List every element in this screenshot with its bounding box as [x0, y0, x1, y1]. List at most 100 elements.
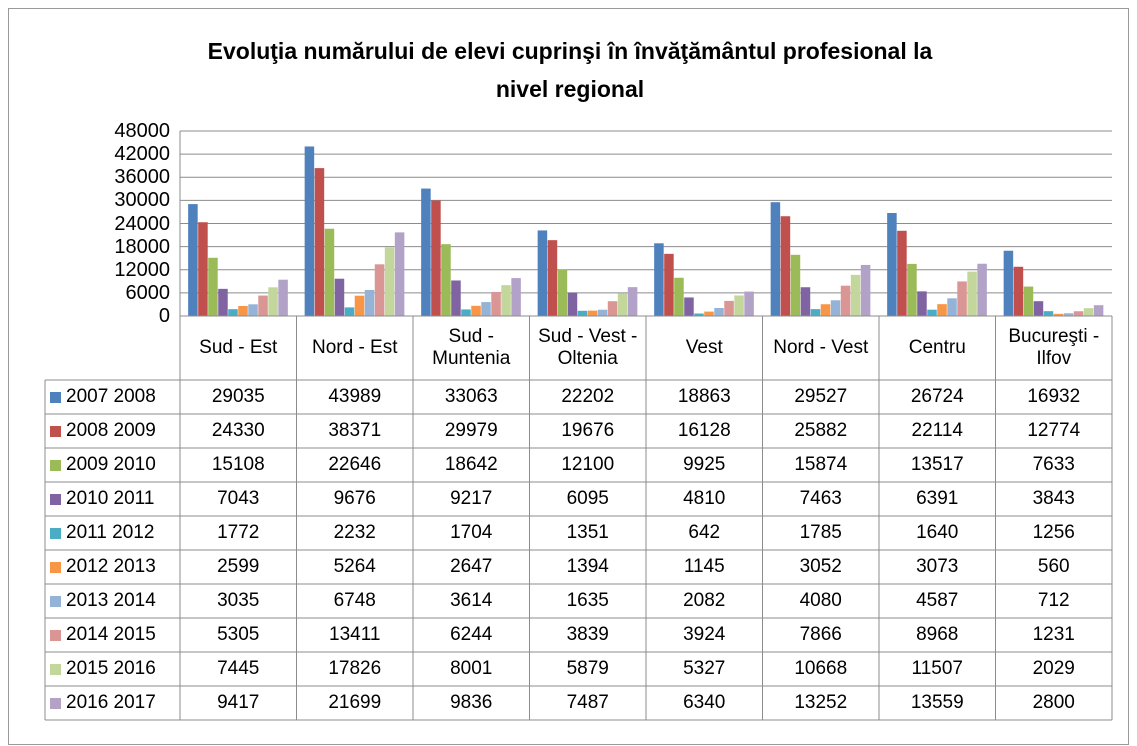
- table-value: 7633: [1032, 454, 1075, 475]
- bar: [1093, 305, 1104, 316]
- legend-key: [50, 663, 61, 675]
- table-value: 2232: [333, 522, 376, 543]
- table-value: 4080: [799, 590, 842, 611]
- table-value: 24330: [211, 420, 265, 441]
- bar: [1063, 313, 1074, 316]
- table-value: 29035: [211, 386, 265, 407]
- bar: [957, 281, 967, 316]
- legend-label: 2016 2017: [66, 692, 156, 713]
- table-value: 12100: [561, 454, 615, 475]
- table-value: 1394: [566, 556, 609, 577]
- table-value: 16932: [1027, 386, 1081, 407]
- table-value: 15874: [794, 454, 848, 475]
- bar: [684, 297, 694, 316]
- legend-label: 2010 2011: [66, 488, 155, 509]
- bar: [228, 309, 238, 316]
- table-value: 3614: [450, 590, 493, 611]
- bar: [1043, 311, 1054, 316]
- table-value: 642: [688, 522, 721, 543]
- table-value: 15108: [211, 454, 265, 475]
- bar: [567, 292, 578, 316]
- bar: [790, 254, 801, 316]
- legend-label: 2009 2010: [66, 454, 156, 475]
- legend-label: 2007 2008: [66, 386, 156, 407]
- bar: [364, 289, 375, 316]
- bar: [188, 204, 198, 316]
- category-label: Bucureşti - Ilfov: [1008, 326, 1100, 369]
- bar: [800, 287, 811, 316]
- table-value: 25882: [794, 420, 848, 441]
- legend-key: [50, 527, 61, 539]
- bar: [511, 278, 521, 316]
- bar: [394, 232, 405, 316]
- bar: [627, 287, 638, 316]
- table-value: 7445: [217, 658, 260, 679]
- table-value: 1231: [1032, 624, 1075, 645]
- table-value: 6095: [566, 488, 609, 509]
- bar: [967, 271, 977, 316]
- table-value: 3924: [683, 624, 726, 645]
- table-value: 17826: [328, 658, 382, 679]
- legend-entry: 2016 2017: [45, 686, 180, 720]
- bar: [830, 300, 841, 316]
- table-value: 18642: [444, 454, 498, 475]
- bar: [421, 188, 431, 316]
- y-tick-label: 0: [158, 305, 170, 327]
- table-value: 13411: [329, 624, 381, 645]
- table-value: 9676: [333, 488, 376, 509]
- bar: [587, 310, 598, 316]
- bar: [577, 310, 588, 316]
- legend-key: [50, 391, 61, 403]
- legend-entry: 2013 2014: [45, 584, 180, 618]
- bar: [887, 213, 897, 316]
- bar: [354, 295, 365, 316]
- table-value: 712: [1037, 590, 1070, 611]
- bar: [557, 269, 568, 316]
- table-value: 7043: [217, 488, 260, 509]
- table-value: 5879: [566, 658, 609, 679]
- legend-entry: 2011 2012: [45, 516, 180, 550]
- bar: [1003, 250, 1014, 316]
- table-value: 9925: [683, 454, 726, 475]
- table-value: 9217: [450, 488, 493, 509]
- bar: [258, 295, 268, 316]
- legend-label: 2015 2016: [66, 658, 156, 679]
- y-tick-label: 12000: [114, 258, 170, 281]
- chart-title: Evoluţia numărului de elevi cuprinşi în …: [207, 38, 933, 102]
- bar: [278, 279, 288, 316]
- table-value: 12774: [1027, 420, 1081, 441]
- y-tick-label: 6000: [125, 281, 171, 304]
- bar: [917, 291, 927, 316]
- bar: [977, 263, 987, 316]
- table-value: 13559: [910, 692, 964, 713]
- bar: [607, 301, 618, 316]
- table-value: 7866: [799, 624, 842, 645]
- bar: [674, 277, 684, 316]
- bar: [431, 200, 441, 316]
- bar: [597, 309, 608, 316]
- bar: [1013, 266, 1024, 316]
- bar: [491, 291, 501, 316]
- table-value: 2082: [683, 590, 726, 611]
- table-value: 2800: [1032, 692, 1075, 713]
- bar: [1023, 286, 1034, 316]
- table-value: 18863: [677, 386, 731, 407]
- legend-entry: 2009 2010: [45, 448, 180, 482]
- category-label: Vest: [685, 337, 723, 358]
- frame: [8, 8, 1129, 745]
- legend-entry: 2014 2015: [45, 618, 180, 652]
- table-value: 4587: [916, 590, 959, 611]
- table-value: 13252: [794, 692, 848, 713]
- table-value: 7487: [566, 692, 609, 713]
- table-value: 6244: [450, 624, 493, 645]
- table-value: 5264: [333, 556, 376, 577]
- category-label: Centru: [908, 337, 966, 358]
- legend-entry: 2015 2016: [45, 652, 180, 686]
- legend-key: [50, 629, 61, 641]
- bar: [704, 311, 714, 316]
- table-value: 3843: [1032, 488, 1075, 509]
- legend-entry: 2007 2008: [45, 380, 180, 414]
- table-value: 6340: [683, 692, 726, 713]
